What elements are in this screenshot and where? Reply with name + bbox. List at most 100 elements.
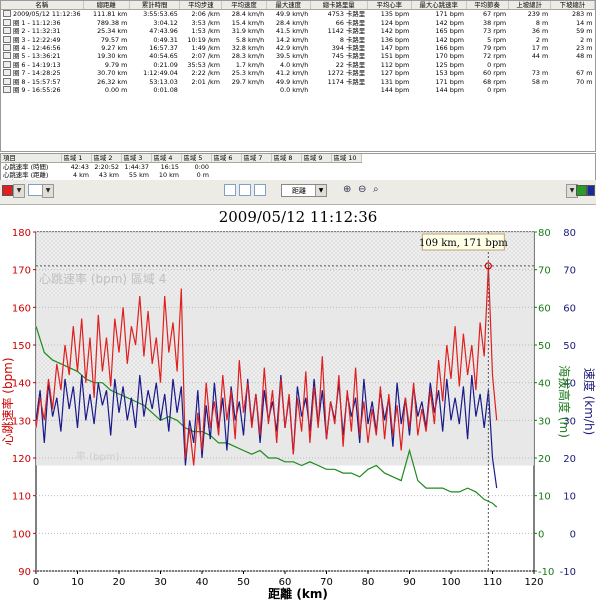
lap-cell: 圈 2 - 11:32:31	[1, 27, 83, 35]
lap-row[interactable]: 2009/05/12 11:12:36 111.81 km 3:55:53.65 2:…	[1, 10, 595, 19]
lap-cell: 1142 卡路里	[327, 27, 366, 36]
lap-column-header[interactable]: 最大速度	[266, 1, 311, 11]
alt-color-swatch[interactable]	[576, 185, 587, 196]
zone-cell: 4 km	[72, 171, 89, 179]
lap-cell: 23 m	[576, 44, 593, 53]
zone-column-header[interactable]: 區域 5	[181, 154, 212, 163]
lap-cell: 66 卡路里	[335, 18, 366, 27]
zone-cell	[241, 171, 271, 179]
chart-svg[interactable]: 心跳速率 (bpm) 區域 4 率 (bpm) 2009/05/12 11:12:3…	[0, 205, 596, 600]
x-tick-label: 50	[237, 577, 250, 588]
y-left-tick-label: 150	[12, 341, 31, 352]
lap-column-header[interactable]: 平均速度	[221, 1, 267, 11]
lap-cell: 124 bpm	[380, 18, 410, 27]
grid-view-icon[interactable]	[224, 184, 236, 196]
lap-icon	[3, 60, 11, 68]
speed-color-swatch[interactable]	[587, 185, 595, 196]
marker-point	[484, 262, 492, 270]
lap-row[interactable]: 圈 9 - 16:55:26 0.00 m 0:01.08 0.0 km/h 144 b…	[1, 86, 595, 94]
lap-cell: 4753 卡路里	[327, 10, 366, 19]
zone-cell: 1:44:37	[124, 163, 149, 171]
lap-column-header[interactable]: 總距離	[83, 1, 130, 11]
lap-column-header[interactable]: 上坡總計	[508, 1, 551, 11]
y-left-tick-label: 180	[12, 228, 31, 239]
lap-cell: 171 bpm	[435, 10, 465, 19]
lap-cell: 圈 4 - 12:46:56	[1, 44, 83, 52]
zone-column-header[interactable]: 區域 4	[151, 154, 182, 163]
lap-cell: 1272 卡路里	[327, 69, 366, 78]
lap-row[interactable]: 圈 8 - 15:57:57 26.32 km 53:13.03 2:01 /km 29…	[1, 77, 595, 86]
y-left-tick-label: 170	[12, 266, 31, 277]
y-right-tick-label-alt: 30	[538, 416, 551, 427]
zone-column-header[interactable]: 區域 10	[331, 154, 362, 163]
zone-row[interactable]: 心跳速率 (距離) 4 km 43 km 55 km 10 km 0 m	[1, 171, 361, 179]
lap-column-header[interactable]: 累計時間	[129, 1, 181, 11]
zone-cell: 43 km	[98, 171, 119, 179]
lap-cell: 42.9 km/h	[275, 44, 309, 53]
zone-cell	[241, 163, 271, 172]
zoom-reset-icon[interactable]: ⌕	[373, 184, 379, 195]
zone-cell	[331, 171, 361, 179]
lap-column-header[interactable]: 下坡總計	[550, 1, 595, 11]
zone-column-header[interactable]: 項目	[1, 154, 62, 163]
zoom-in-icon[interactable]: ⊕	[343, 184, 352, 195]
lap-cell: 1174 卡路里	[327, 77, 366, 86]
zone-cell	[301, 171, 331, 179]
lap-cell: 135 bpm	[380, 10, 410, 19]
lap-cell: 39.5 km/h	[275, 52, 309, 61]
lap-row[interactable]: 圈 5 - 13:36:21 19.30 km 40:54.65 2:07 /km 28…	[1, 52, 595, 60]
chart-area[interactable]: 心跳速率 (bpm) 區域 4 率 (bpm) 2009/05/12 11:12:3…	[0, 205, 596, 600]
x-tick-label: 0	[33, 577, 39, 588]
lap-cell: 0 rpm	[487, 86, 507, 95]
lap-column-header[interactable]: 最大心跳速率	[411, 1, 467, 11]
lap-row[interactable]: 圈 1 - 11:12:36 789.38 m 3:04.12 3:53 /km 15.…	[1, 18, 595, 27]
y-right-tick-label-alt: 40	[538, 379, 551, 390]
lap-cell: 72 rpm	[483, 52, 507, 61]
lap-column-header[interactable]: 名稱	[1, 1, 84, 11]
x-tick-label: 60	[279, 577, 292, 588]
zone-column-header[interactable]: 區域 3	[121, 154, 152, 163]
y-left-tick-label: 100	[12, 529, 31, 540]
zone-column-header[interactable]: 區域 7	[241, 154, 272, 163]
zone-row[interactable]: 心跳速率 (時間) 42:43 2:20:52 1:44:37 16:15 0:00	[1, 163, 361, 172]
hr-color-dropdown-icon[interactable]: ▼	[13, 184, 25, 198]
lap-cell: 2:06 /km	[191, 10, 220, 19]
line-view-icon[interactable]	[254, 184, 266, 196]
lap-cell: 35:53 /km	[187, 60, 220, 69]
series-dropdown-icon[interactable]: ▼	[42, 184, 54, 198]
lap-column-header[interactable]: 平均心率	[367, 1, 412, 11]
zone-column-header[interactable]: 區域 2	[91, 154, 122, 163]
y-right-tick-label-speed: -10	[560, 567, 576, 578]
lap-cell: 73 m	[531, 69, 549, 78]
x-tick-label: 70	[320, 577, 333, 588]
lap-column-header[interactable]: 平均步速	[179, 1, 223, 11]
lap-row[interactable]: 圈 6 - 14:19:13 9.79 m 0:21.09 35:53 /km 1.7 …	[1, 60, 595, 69]
lap-cell: 圈 6 - 14:19:13	[1, 60, 83, 69]
hr-color-swatch[interactable]	[2, 185, 13, 196]
lap-cell: 19.30 km	[97, 52, 128, 61]
zone-table-header: 項目 區域 1 區域 2 區域 3 區域 4 區域 5 區域 6 區域 7 區域 8 區域 9 區域…	[1, 154, 362, 163]
lap-cell: 圈 9 - 16:55:26	[1, 86, 83, 94]
zone-column-header[interactable]: 區域 1	[61, 154, 92, 163]
lap-row[interactable]: 圈 4 - 12:46:56 9.27 km 16:57.37 1:49 /km 32.…	[1, 44, 595, 52]
lap-column-header[interactable]: 平均節奏	[466, 1, 509, 11]
y-right-tick-label-alt: 10	[538, 492, 551, 503]
x-axis-label: 距離 (km)	[268, 586, 328, 600]
chart-title: 2009/05/12 11:12:36	[219, 208, 378, 226]
lap-cell: 144 bpm	[435, 86, 465, 95]
lap-cell: 28.3 km/h	[231, 52, 265, 61]
lap-row[interactable]: 圈 2 - 11:32:31 25.34 km 47:43.96 1:53 /km 31…	[1, 27, 595, 35]
zoom-out-icon[interactable]: ⊖	[358, 184, 367, 195]
y-right-tick-label-alt: 70	[538, 266, 551, 277]
lap-column-header[interactable]: 總卡路里量	[310, 1, 368, 11]
lap-row[interactable]: 圈 3 - 12:22:49 79.57 m 0:49.31 10:19 /km 5.8…	[1, 35, 595, 44]
zone-cell	[211, 171, 241, 179]
lap-cell	[508, 61, 550, 69]
split-view-icon[interactable]	[239, 184, 251, 196]
zone-column-header[interactable]: 區域 9	[301, 154, 332, 163]
x-axis-mode-select[interactable]: 距離 ▼	[281, 184, 327, 197]
zone-column-header[interactable]: 區域 8	[271, 154, 302, 163]
lap-row[interactable]: 圈 7 - 14:28:25 30.70 km 1:12:49.04 2:22 /km…	[1, 69, 595, 77]
zone-column-header[interactable]: 區域 6	[211, 154, 242, 163]
y-left-tick-label: 110	[12, 492, 31, 503]
